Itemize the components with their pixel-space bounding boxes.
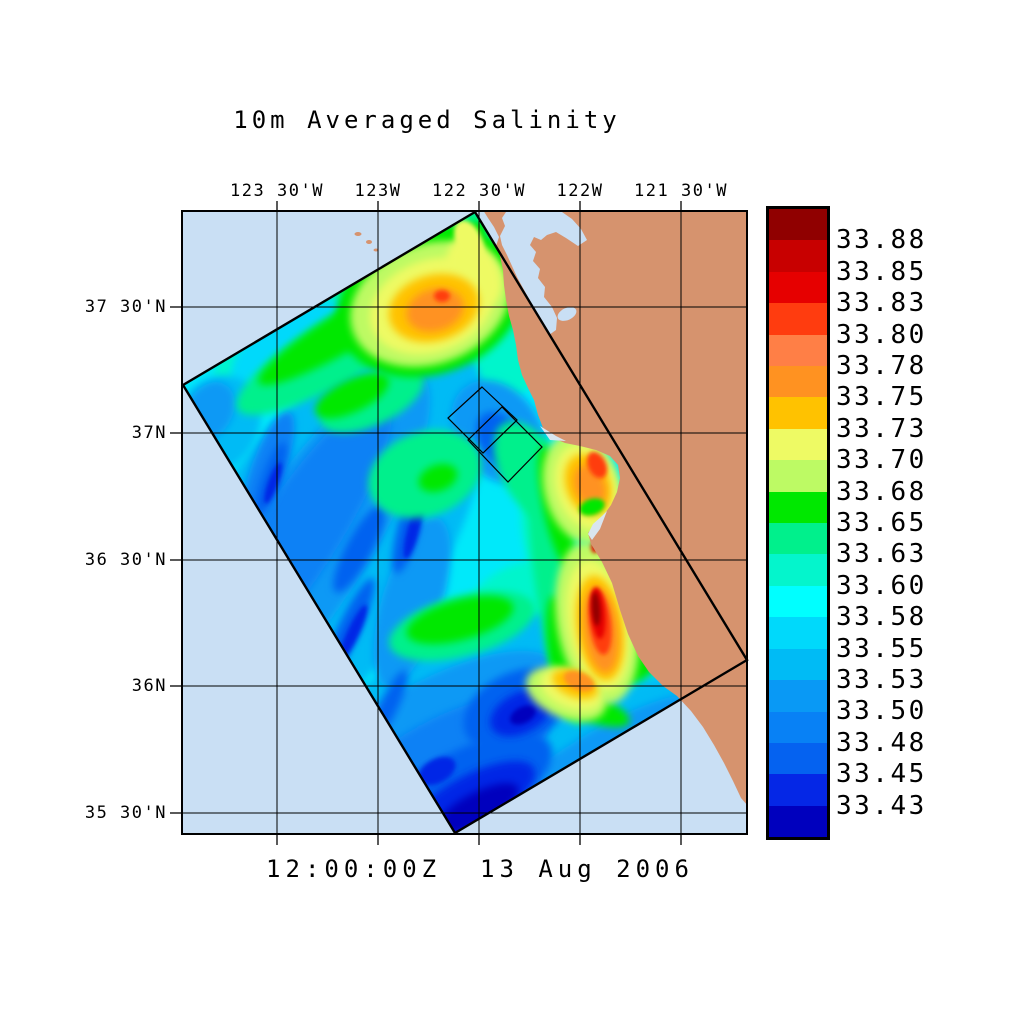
colorbar-segment	[769, 209, 827, 241]
colorbar-tick-label: 33.63	[836, 539, 927, 570]
page-title: 10m Averaged Salinity	[233, 106, 621, 134]
colorbar-segment	[769, 397, 827, 429]
field-blob	[406, 596, 514, 644]
island	[354, 232, 362, 236]
island	[366, 240, 372, 244]
colorbar-segment	[769, 774, 827, 806]
field-blob	[406, 288, 464, 332]
san-francisco-bay	[500, 212, 587, 335]
colorbar-tick-label: 33.60	[836, 570, 927, 601]
colorbar-segment	[769, 428, 827, 461]
colorbar-tick-label: 33.80	[836, 319, 927, 350]
colorbar-segment	[769, 334, 827, 367]
x-tick-label: 121 30'W	[634, 181, 728, 201]
field-blob	[453, 220, 485, 262]
colorbar-segment	[769, 648, 827, 681]
y-tick-label: 36N	[131, 676, 167, 696]
colorbar-segment	[769, 366, 827, 398]
x-tick-label: 122W	[556, 181, 604, 201]
colorbar-tick-label: 33.78	[836, 351, 927, 381]
colorbar-tick-label: 33.73	[836, 413, 927, 444]
field-blob	[435, 783, 519, 833]
colorbar-segment	[769, 271, 827, 304]
colorbar-segment	[769, 617, 827, 649]
colorbar-segment	[769, 742, 827, 775]
island	[373, 248, 379, 252]
land-california	[483, 210, 748, 806]
colorbar-tick-label: 33.70	[836, 445, 927, 476]
colorbar-segment	[769, 805, 827, 838]
colorbar-segment	[769, 680, 827, 712]
colorbar-tick-label: 33.58	[836, 602, 927, 633]
colorbar-segment	[769, 711, 827, 743]
colorbar-tick-label: 33.50	[836, 696, 927, 727]
field-blob	[579, 498, 605, 516]
colorbar	[766, 206, 830, 840]
colorbar-tick-label: 33.43	[836, 790, 927, 821]
nested-box-outline	[447, 386, 518, 454]
colorbar-segment	[769, 303, 827, 335]
x-tick-label: 122 30'W	[432, 181, 526, 201]
coast-sliver	[540, 426, 566, 441]
grid	[182, 211, 747, 834]
y-tick-label: 37 30'N	[84, 297, 167, 317]
colorbar-tick-label: 33.48	[836, 727, 927, 758]
colorbar-tick-label: 33.85	[836, 256, 927, 287]
colorbar-segment	[769, 585, 827, 618]
field-blob	[418, 463, 458, 493]
inland-lake	[557, 307, 577, 321]
colorbar-tick-label: 33.83	[836, 288, 927, 319]
field-blob	[586, 451, 608, 479]
y-tick-label: 37N	[131, 423, 167, 443]
field-blob	[591, 592, 601, 626]
field-blob	[315, 373, 389, 419]
y-tick-label: 36 30'N	[84, 550, 167, 570]
colorbar-tick-label: 33.45	[836, 759, 927, 790]
colorbar-segment	[769, 523, 827, 555]
colorbar-segment	[769, 460, 827, 492]
y-tick-label: 35 30'N	[84, 803, 167, 823]
plot-border	[181, 210, 748, 835]
salinity-field	[183, 212, 747, 833]
colorbar-segment	[769, 240, 827, 272]
timestamp-caption: 12:00:00Z 13 Aug 2006	[266, 855, 694, 883]
colorbar-tick-label: 33.65	[836, 508, 927, 538]
colorbar-segment	[769, 554, 827, 586]
colorbar-tick-label: 33.55	[836, 633, 927, 664]
colorbar-tick-label: 33.88	[836, 225, 927, 256]
field-blob	[333, 505, 385, 593]
colorbar-segment	[769, 491, 827, 524]
x-tick-label: 123W	[354, 181, 402, 201]
field-blob	[434, 290, 450, 302]
colorbar-tick-label: 33.68	[836, 476, 927, 507]
axis-ticks	[170, 201, 682, 845]
colorbar-tick-label: 33.75	[836, 382, 927, 413]
colorbar-tick-label: 33.53	[836, 665, 927, 695]
field-blob	[418, 756, 456, 786]
field-blob	[510, 705, 536, 725]
coast-sliver	[588, 511, 607, 540]
field-blob	[338, 604, 368, 662]
x-tick-label: 123 30'W	[230, 181, 324, 201]
